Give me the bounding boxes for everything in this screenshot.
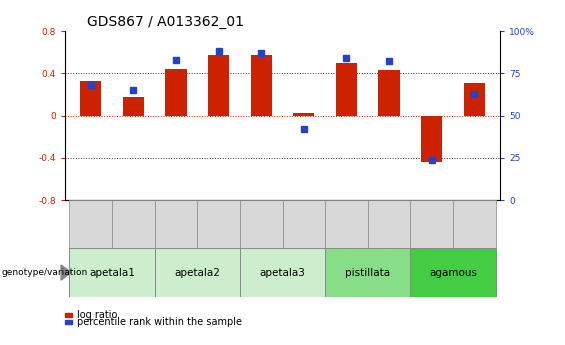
Text: pistillata: pistillata <box>345 268 390 277</box>
FancyBboxPatch shape <box>69 200 112 248</box>
FancyBboxPatch shape <box>155 248 240 297</box>
FancyBboxPatch shape <box>410 248 496 297</box>
Text: apetala2: apetala2 <box>174 268 220 277</box>
FancyBboxPatch shape <box>240 200 282 248</box>
FancyBboxPatch shape <box>325 248 410 297</box>
FancyBboxPatch shape <box>112 200 155 248</box>
Text: GDS867 / A013362_01: GDS867 / A013362_01 <box>87 14 244 29</box>
Bar <box>65 313 72 317</box>
Bar <box>464 83 485 116</box>
Bar <box>336 63 357 116</box>
Text: log ratio: log ratio <box>77 310 118 320</box>
Bar <box>65 320 72 324</box>
FancyBboxPatch shape <box>325 200 368 248</box>
Text: percentile rank within the sample: percentile rank within the sample <box>77 317 242 327</box>
Bar <box>293 114 315 116</box>
FancyBboxPatch shape <box>368 200 410 248</box>
FancyBboxPatch shape <box>197 200 240 248</box>
Bar <box>208 55 229 116</box>
FancyBboxPatch shape <box>69 248 155 297</box>
FancyBboxPatch shape <box>410 200 453 248</box>
Bar <box>250 55 272 116</box>
FancyBboxPatch shape <box>282 200 325 248</box>
Polygon shape <box>61 265 71 280</box>
Bar <box>123 97 144 116</box>
Text: agamous: agamous <box>429 268 477 277</box>
FancyBboxPatch shape <box>453 200 496 248</box>
Text: apetala1: apetala1 <box>89 268 135 277</box>
Text: genotype/variation: genotype/variation <box>1 268 88 277</box>
FancyBboxPatch shape <box>155 200 197 248</box>
Text: apetala3: apetala3 <box>259 268 306 277</box>
FancyBboxPatch shape <box>240 248 325 297</box>
Bar <box>80 81 101 116</box>
Bar <box>379 70 400 116</box>
Bar <box>165 69 186 116</box>
Bar <box>421 116 442 162</box>
